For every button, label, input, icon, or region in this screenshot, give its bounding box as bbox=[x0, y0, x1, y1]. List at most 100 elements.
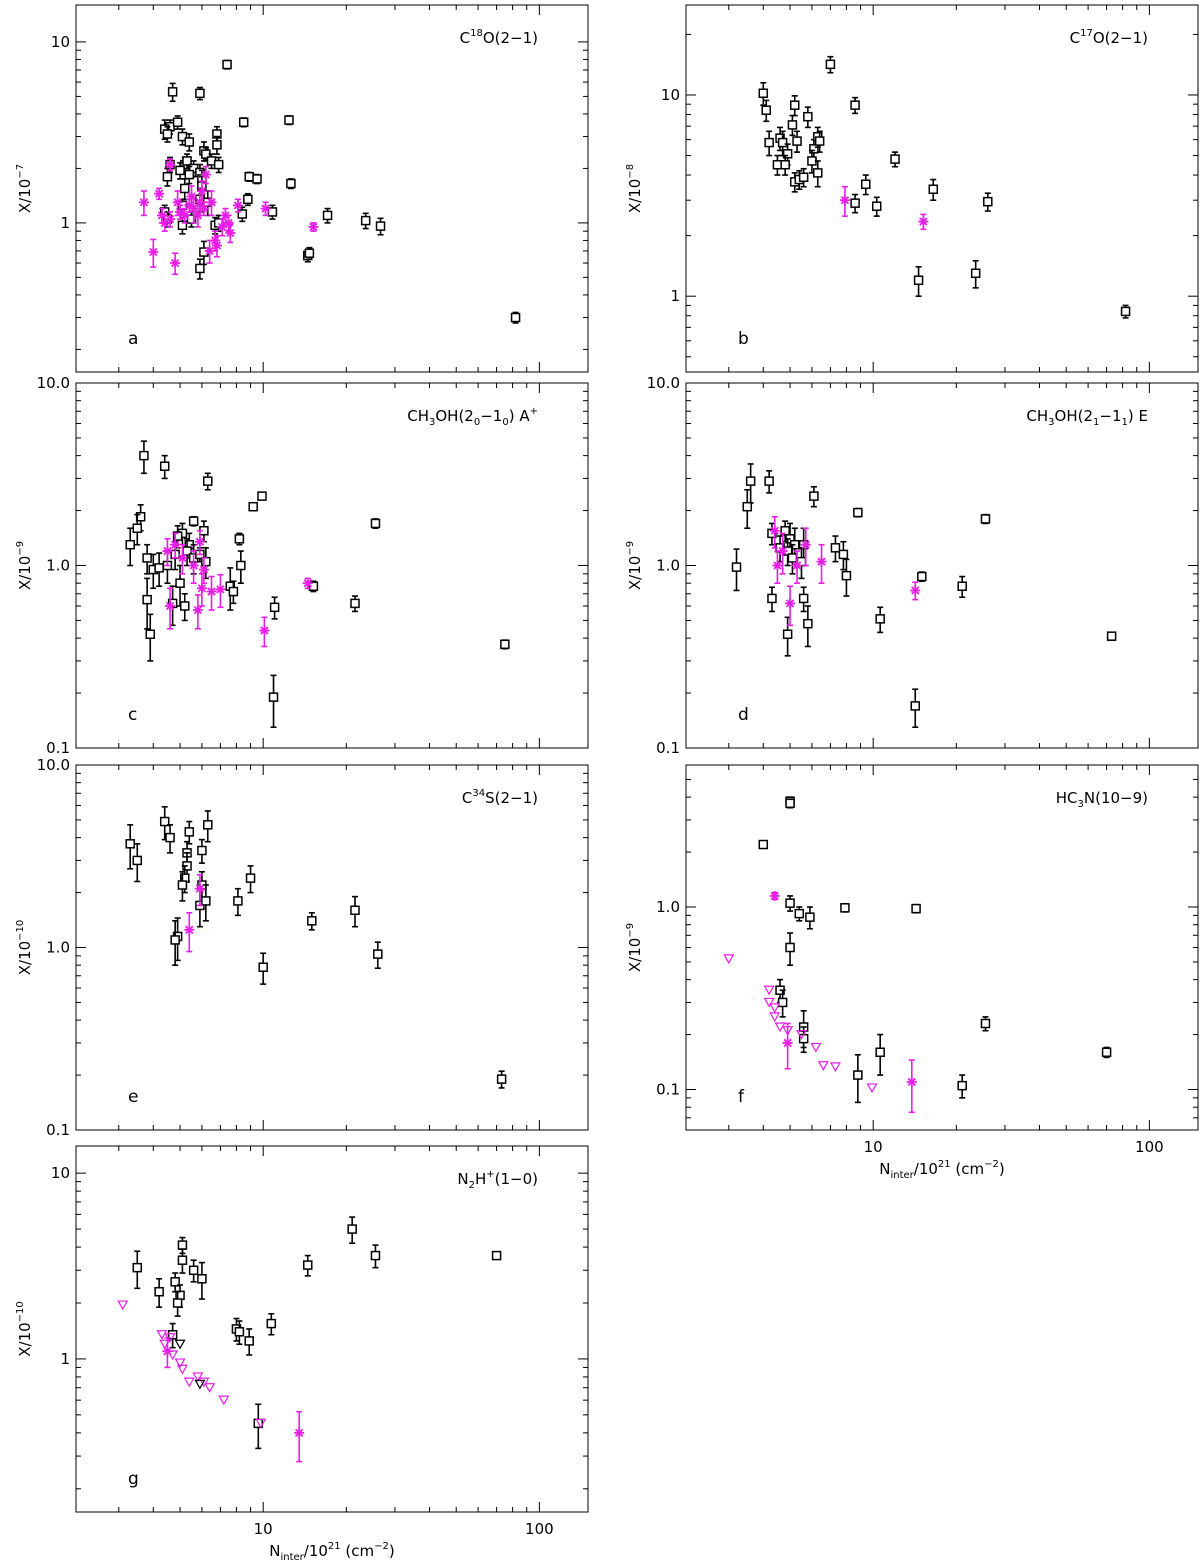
data-point bbox=[195, 86, 205, 101]
y-axis-label: X/10−9 bbox=[625, 923, 644, 972]
y-tick-label: 0.1 bbox=[656, 739, 680, 757]
triangle-down-marker bbox=[167, 1350, 179, 1361]
star-marker bbox=[207, 587, 216, 596]
data-point bbox=[302, 577, 313, 590]
square-marker bbox=[197, 845, 207, 856]
data-point bbox=[350, 895, 360, 928]
upper-limit-marker bbox=[866, 1083, 878, 1094]
square-marker bbox=[203, 476, 213, 486]
square-marker bbox=[177, 1240, 188, 1250]
data-point bbox=[840, 903, 850, 913]
star-marker bbox=[217, 222, 227, 232]
data-point bbox=[159, 806, 170, 841]
data-point bbox=[792, 130, 802, 153]
square-marker bbox=[764, 476, 774, 486]
square-marker bbox=[764, 137, 774, 148]
star-marker bbox=[185, 925, 194, 934]
square-marker bbox=[167, 1329, 178, 1340]
x-ticks bbox=[118, 383, 540, 748]
square-marker bbox=[850, 198, 860, 208]
square-marker bbox=[782, 149, 793, 159]
panel-b: 1 10 X/10−8 C17O(2−1) b bbox=[625, 4, 1199, 373]
square-marker bbox=[890, 154, 900, 164]
data-point bbox=[165, 211, 176, 228]
square-marker bbox=[911, 903, 921, 914]
data-point bbox=[258, 952, 268, 985]
triangle-down-marker bbox=[174, 1339, 186, 1350]
upper-limit-marker bbox=[194, 1379, 206, 1390]
data-point bbox=[785, 932, 795, 966]
square-marker bbox=[154, 1286, 164, 1297]
data-point bbox=[194, 874, 205, 907]
data-point bbox=[212, 135, 222, 155]
data-point bbox=[162, 125, 173, 143]
data-point bbox=[132, 513, 143, 546]
y-tick-label: 0.1 bbox=[656, 1081, 680, 1099]
square-marker bbox=[248, 501, 258, 512]
square-marker bbox=[360, 215, 371, 226]
data-point bbox=[805, 906, 815, 930]
data-point bbox=[875, 1033, 885, 1076]
data-point bbox=[145, 613, 155, 662]
y-tick-label: 10.0 bbox=[37, 756, 70, 774]
data-point bbox=[243, 192, 253, 207]
star-marker bbox=[163, 1347, 172, 1356]
series-magenta bbox=[184, 874, 205, 953]
square-marker bbox=[777, 997, 788, 1008]
upper-limit-marker bbox=[218, 1395, 230, 1406]
square-marker bbox=[957, 581, 967, 591]
y-tick-label: 1.0 bbox=[656, 557, 680, 575]
data-point bbox=[196, 180, 207, 204]
data-point bbox=[195, 258, 205, 280]
square-marker bbox=[350, 598, 360, 609]
square-marker bbox=[767, 593, 777, 604]
data-point bbox=[177, 870, 188, 902]
star-marker bbox=[783, 1038, 792, 1048]
square-marker bbox=[175, 165, 185, 176]
x-ticks bbox=[728, 765, 1150, 1130]
square-marker bbox=[875, 1047, 885, 1058]
data-point bbox=[758, 839, 769, 850]
star-marker bbox=[201, 170, 211, 179]
panel-letter: e bbox=[128, 1087, 138, 1107]
square-marker bbox=[373, 949, 383, 959]
square-marker bbox=[201, 896, 211, 906]
square-marker bbox=[145, 629, 155, 640]
species-label: CH3OH(21−11) E bbox=[1026, 407, 1148, 428]
data-point bbox=[841, 558, 852, 597]
x-axis-label: Ninter/1021 (cm−2) bbox=[879, 1159, 1005, 1181]
panel-c: 0.1 1.0 10.0 X/10−9 CH3OH(20−10) A+ c bbox=[15, 374, 589, 757]
square-marker bbox=[1106, 631, 1117, 641]
series-magenta bbox=[162, 529, 313, 648]
x-axis-label: Ninter/1021 (cm−2) bbox=[269, 1541, 395, 1562]
x-tick-label: 10 bbox=[864, 1138, 883, 1156]
data-point bbox=[184, 133, 195, 152]
star-marker bbox=[178, 553, 187, 563]
data-point bbox=[188, 195, 199, 224]
square-marker bbox=[731, 562, 742, 572]
species-label: C18O(2−1) bbox=[460, 28, 538, 47]
square-marker bbox=[761, 105, 771, 115]
data-point bbox=[196, 573, 207, 607]
square-marker bbox=[167, 87, 178, 97]
y-tick-label: 10 bbox=[51, 1164, 70, 1182]
data-point bbox=[928, 178, 939, 201]
square-marker bbox=[780, 526, 790, 536]
data-point bbox=[787, 114, 798, 137]
y-axis-label: X/10−9 bbox=[15, 541, 34, 590]
square-marker bbox=[197, 1274, 207, 1284]
square-marker bbox=[910, 701, 920, 711]
square-marker bbox=[375, 221, 386, 231]
star-marker bbox=[233, 201, 243, 210]
y-tick-label: 0.1 bbox=[46, 739, 70, 757]
square-marker bbox=[803, 111, 813, 122]
star-marker bbox=[840, 196, 850, 205]
data-point bbox=[188, 1259, 199, 1283]
data-point bbox=[839, 185, 850, 217]
data-point bbox=[244, 171, 254, 182]
data-point bbox=[234, 532, 245, 546]
y-tick-label: 1.0 bbox=[46, 939, 70, 957]
star-marker bbox=[911, 586, 920, 595]
square-marker bbox=[787, 120, 798, 130]
star-marker bbox=[212, 241, 222, 250]
